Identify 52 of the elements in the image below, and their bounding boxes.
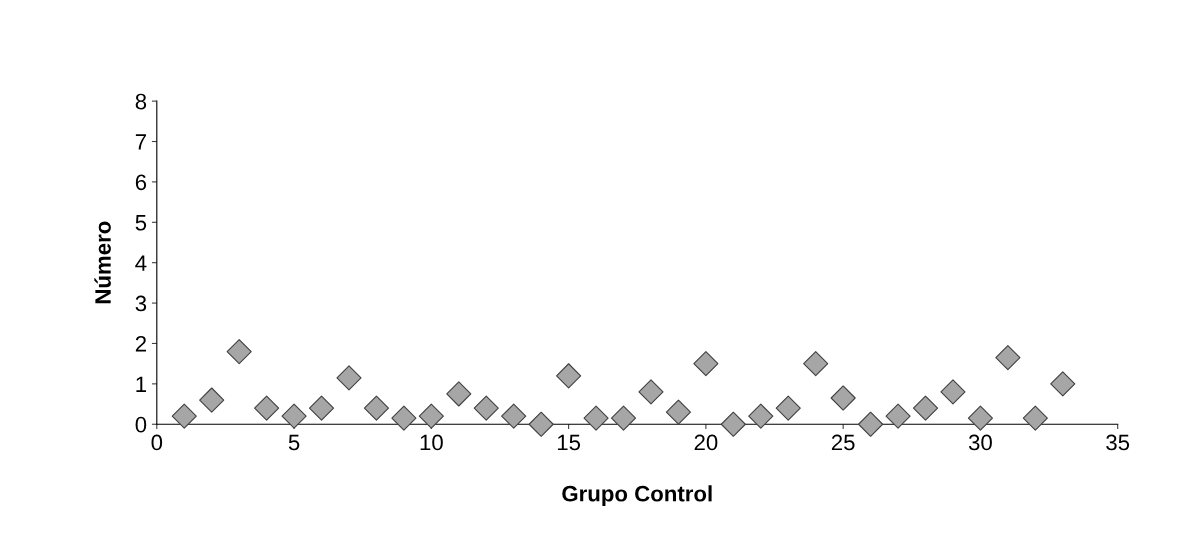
y-tick-label: 6	[135, 174, 147, 191]
point	[912, 395, 939, 421]
point	[199, 387, 225, 413]
point	[363, 395, 390, 421]
y-tick-label: 2	[135, 336, 146, 352]
point	[610, 405, 637, 431]
point	[665, 399, 692, 425]
point	[254, 395, 280, 421]
x-axis-title: Grupo Control	[562, 485, 712, 506]
point	[226, 338, 252, 365]
point	[693, 351, 719, 377]
point	[1022, 405, 1048, 431]
point	[995, 345, 1021, 371]
y-axis-title: Número	[94, 221, 111, 304]
point	[556, 363, 582, 389]
x-tick-label: 5	[288, 434, 300, 451]
point	[171, 403, 197, 429]
x-tick-label: 30	[968, 434, 992, 451]
point	[391, 405, 417, 431]
x-tick-label: 0	[151, 434, 163, 451]
point	[775, 395, 801, 421]
y-tick-label: 8	[135, 93, 147, 110]
y-tick-label: 3	[135, 295, 147, 312]
point	[1050, 371, 1076, 397]
x-tick-label: 35	[1106, 434, 1130, 451]
point	[885, 403, 911, 429]
point	[281, 403, 307, 429]
y-tick-label: 5	[135, 215, 147, 231]
point	[967, 405, 994, 431]
point	[830, 385, 856, 411]
point	[940, 379, 966, 405]
y-tick-label: 0	[135, 416, 147, 433]
point	[308, 395, 335, 421]
y-tick-label: 4	[135, 255, 147, 271]
x-tick-label: 25	[831, 434, 855, 451]
point	[638, 379, 664, 405]
point	[528, 411, 554, 437]
point	[418, 403, 444, 429]
y-tick-label: 1	[136, 376, 146, 392]
x-tick-label: 15	[557, 434, 581, 451]
point	[748, 403, 774, 429]
point	[583, 405, 609, 431]
point	[336, 365, 362, 391]
point	[720, 411, 746, 437]
point	[858, 411, 884, 437]
point	[473, 395, 499, 421]
point	[501, 403, 527, 429]
point	[446, 381, 472, 407]
x-tick-label: 20	[694, 434, 718, 451]
x-tick-label: 10	[420, 434, 443, 451]
point	[803, 351, 829, 377]
y-tick-label: 7	[135, 134, 146, 150]
